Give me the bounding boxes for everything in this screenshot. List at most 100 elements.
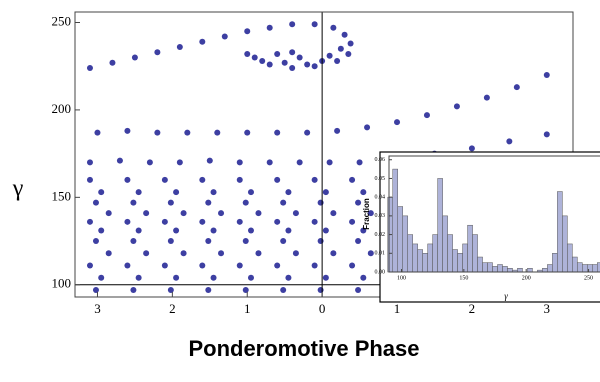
bar [487,262,493,273]
point [92,287,99,294]
bar [502,266,508,273]
point [221,33,228,40]
point [330,250,337,257]
point [394,119,401,126]
point [285,189,292,196]
point [176,43,183,50]
x-tick-label: 1 [394,301,401,316]
point [86,176,93,183]
y-tick-label: 0.01 [375,251,386,257]
point [124,127,131,134]
bar [517,268,523,273]
point [322,189,329,196]
point [199,38,206,45]
bar [432,234,438,273]
point [98,274,105,281]
y-axis-label: γ [12,176,24,202]
bar [447,234,453,273]
point [311,21,318,28]
bar [422,253,428,273]
x-tick-label: 3 [544,301,551,316]
point [180,210,187,217]
point [109,59,116,66]
bar [542,268,548,273]
point [311,262,318,269]
point [105,250,112,257]
point [367,250,374,257]
point [214,129,221,136]
point [280,199,287,206]
bar [472,234,478,273]
point [330,24,337,31]
bar [397,206,403,273]
x-tick-label: 0 [319,301,326,316]
point [143,250,150,257]
point [334,57,341,64]
point [251,54,258,61]
point [317,238,324,245]
point [131,54,138,61]
point [337,45,344,52]
y-tick-label: 0.05 [375,176,386,182]
point [360,274,367,281]
bar [492,266,498,273]
point [322,274,329,281]
point [423,112,430,119]
point [285,274,292,281]
point [130,199,137,206]
bar [482,262,488,273]
point [255,250,262,257]
point [242,287,249,294]
point [94,129,101,136]
point [116,157,123,164]
point [289,21,296,28]
bar [562,215,568,273]
point [210,189,217,196]
point [154,49,161,56]
x-tick-label: 200 [522,275,531,281]
point [367,210,374,217]
point [173,227,180,234]
point [98,189,105,196]
x-tick-label: 2 [169,301,176,316]
point [173,274,180,281]
point [304,61,311,68]
point [341,31,348,38]
bar [557,191,563,273]
point [356,159,363,166]
point [311,218,318,225]
point [180,250,187,257]
plot-frame [388,155,600,273]
point [355,238,362,245]
point [167,238,174,245]
bar [477,256,483,273]
bar [417,249,423,273]
x-tick-label: 150 [459,275,468,281]
point [285,227,292,234]
histogram-panel: 100 150 200 250 0.00 0.01 0.02 0.03 0.04 0.05 0.06… [362,151,600,303]
point [86,64,93,71]
point [274,218,281,225]
point [242,238,249,245]
point [86,218,93,225]
point [218,210,225,217]
point [349,218,356,225]
point [92,238,99,245]
point [296,159,303,166]
y-tick-label: 0.04 [375,195,386,201]
point [483,94,490,101]
x-tick-label: 100 [397,275,406,281]
point [146,159,153,166]
bar [457,253,463,273]
point [236,176,243,183]
point [317,287,324,294]
point [334,127,341,134]
x-tick-label: 3 [94,301,101,316]
bar [407,234,413,273]
y-tick-label: 0.00 [375,269,386,275]
point [506,138,513,145]
point [326,52,333,59]
point [543,131,550,138]
point [259,57,266,64]
